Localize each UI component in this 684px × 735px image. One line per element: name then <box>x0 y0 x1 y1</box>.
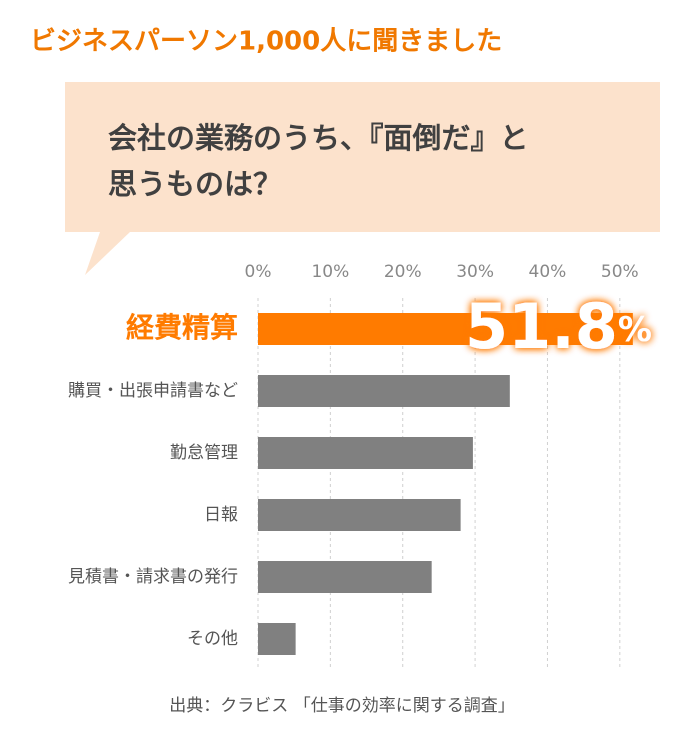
x-tick-label: 30% <box>456 262 494 282</box>
speech-bubble <box>65 82 660 275</box>
x-tick-label: 0% <box>245 262 272 282</box>
question-line: 会社の業務のうち、『面倒だ』と <box>108 121 529 155</box>
bar <box>258 561 432 593</box>
value-label: 51.8% <box>465 290 652 363</box>
x-tick-label: 10% <box>311 262 349 282</box>
y-tick-label: 見積書・請求書の発行 <box>68 567 238 587</box>
y-tick-label: 日報 <box>204 505 238 525</box>
bar <box>258 375 510 407</box>
y-tick-label: 購買・出張申請書など <box>68 381 238 401</box>
question-line: 思うものは？ <box>108 167 282 201</box>
x-tick-label: 50% <box>601 262 639 282</box>
chart-title: ビジネスパーソン1,000人に聞きました <box>30 27 502 57</box>
bar <box>258 499 461 531</box>
x-tick-label: 20% <box>384 262 422 282</box>
bar <box>258 313 633 345</box>
bar <box>258 623 296 655</box>
y-tick-label: 勤怠管理 <box>170 443 238 463</box>
y-tick-label: その他 <box>187 629 238 649</box>
x-tick-label: 40% <box>529 262 567 282</box>
source-note: 出典：クラビス 「仕事の効率に関する調査」 <box>169 696 514 716</box>
y-tick-label: 経費精算 <box>126 311 238 344</box>
bar <box>258 437 473 469</box>
